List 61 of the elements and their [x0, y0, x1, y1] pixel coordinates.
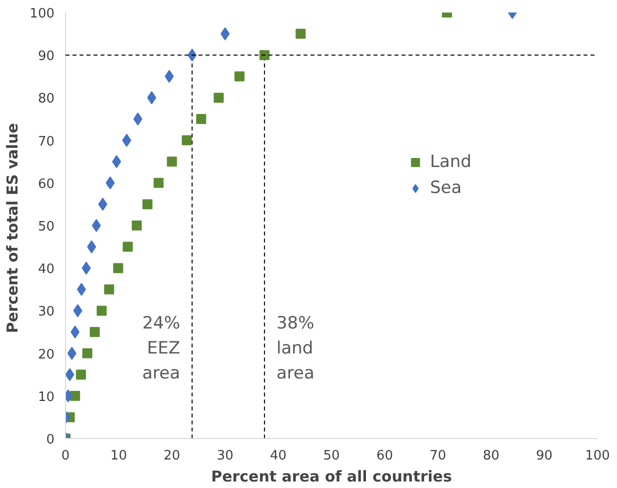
y-axis-title: Percent of total ES value: [4, 123, 22, 334]
y-tick-label: 70: [38, 134, 55, 150]
point: [76, 370, 86, 380]
x-tick-label: 80: [482, 448, 500, 464]
y-tick-label: 100: [30, 6, 55, 22]
x-tick-label: 50: [323, 448, 340, 464]
point: [82, 348, 92, 358]
x-tick-label: 70: [430, 448, 446, 464]
point: [122, 242, 133, 252]
x-tick-label: 60: [376, 448, 393, 464]
y-tick-label: 60: [38, 176, 55, 192]
x-axis-title: Percent area of all countries: [211, 468, 452, 486]
x-tick-label: 90: [536, 448, 553, 464]
y-tick-label: 50: [38, 220, 55, 234]
point: [112, 155, 122, 168]
point: [82, 262, 91, 275]
point: [90, 327, 100, 337]
point: [87, 240, 96, 254]
point: [142, 199, 152, 210]
point: [182, 135, 192, 146]
point: [196, 114, 206, 124]
x-tick-label: 20: [164, 448, 180, 464]
point: [164, 70, 174, 83]
legend-label: Land: [430, 152, 472, 172]
y-tick-label: 80: [38, 92, 55, 107]
point: [113, 263, 124, 274]
y-tick-label: 90: [38, 49, 55, 64]
y-tick-label: 20: [38, 347, 55, 362]
point: [296, 28, 306, 39]
point: [92, 219, 101, 232]
x-tick-label: 0: [61, 448, 70, 464]
point: [166, 156, 177, 167]
point: [234, 71, 244, 82]
y-tick-label: 30: [38, 304, 55, 320]
x-tick-label: 30: [216, 448, 234, 464]
point: [76, 282, 86, 296]
point: [154, 178, 164, 188]
point: [104, 284, 114, 294]
point: [214, 92, 224, 103]
y-tick-label: 10: [38, 390, 55, 405]
point: [188, 48, 197, 62]
x-tick-label: 100: [585, 448, 610, 464]
annotation: 38% land area: [276, 314, 314, 384]
point: [70, 326, 80, 338]
annotation: 24% EEZ area: [142, 314, 180, 384]
legend-label: Sea: [430, 178, 462, 198]
point: [96, 306, 107, 316]
point: [98, 198, 108, 211]
point: [67, 346, 76, 360]
point: [106, 176, 115, 190]
point: [147, 91, 156, 104]
point: [73, 304, 82, 318]
x-tick-label: 10: [110, 448, 127, 464]
x-tick-label: 40: [270, 448, 287, 464]
point: [122, 134, 132, 147]
y-tick-label: 40: [38, 262, 55, 278]
point: [132, 220, 142, 230]
y-tick-label: 0: [46, 432, 55, 448]
point: [259, 50, 270, 60]
point: [133, 112, 142, 126]
point: [220, 27, 230, 40]
